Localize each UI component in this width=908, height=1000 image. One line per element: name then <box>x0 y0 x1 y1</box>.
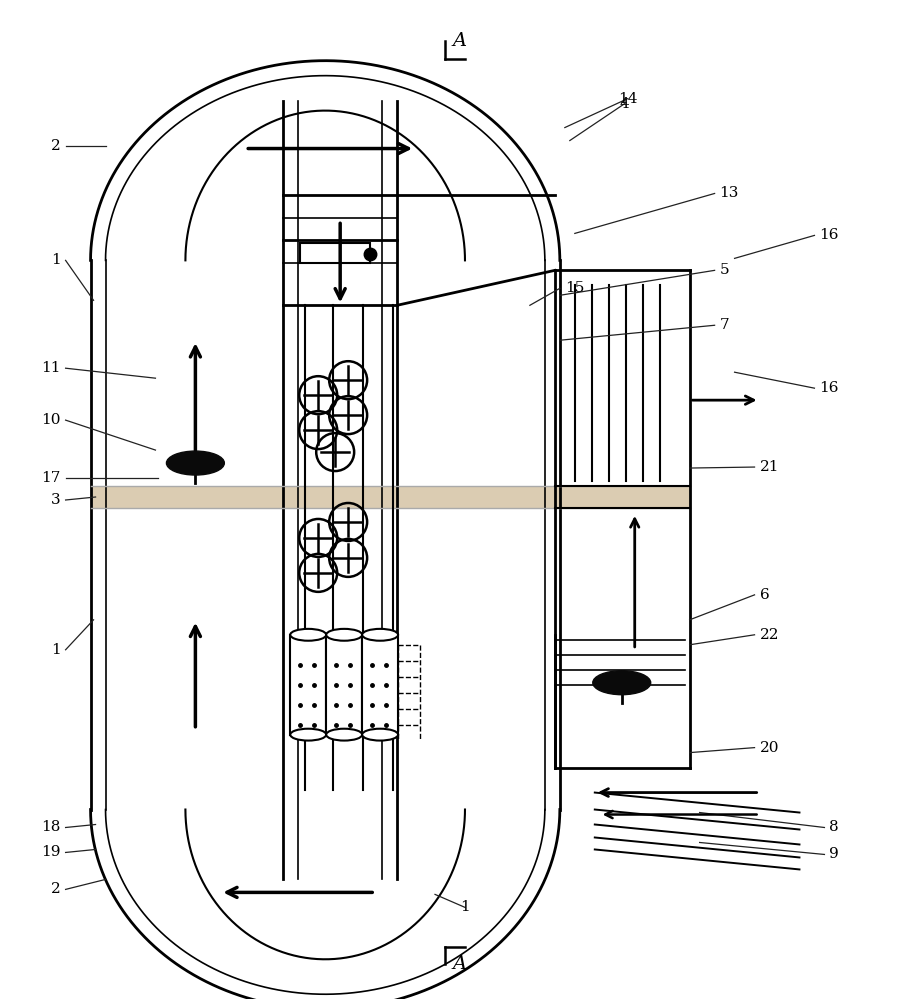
Text: 7: 7 <box>720 318 729 332</box>
Ellipse shape <box>166 451 224 475</box>
Text: 1: 1 <box>51 253 61 267</box>
Text: 4: 4 <box>620 97 629 111</box>
Text: A: A <box>453 955 467 973</box>
Text: 5: 5 <box>720 263 729 277</box>
Text: 18: 18 <box>41 820 61 834</box>
Ellipse shape <box>593 671 651 695</box>
Bar <box>91 486 690 508</box>
Text: 17: 17 <box>41 471 61 485</box>
Bar <box>326 635 362 735</box>
Ellipse shape <box>326 729 362 741</box>
Text: 21: 21 <box>759 460 779 474</box>
Text: 1: 1 <box>460 900 469 914</box>
Bar <box>301 243 370 263</box>
Ellipse shape <box>362 629 398 641</box>
Text: 19: 19 <box>41 845 61 859</box>
Ellipse shape <box>291 729 326 741</box>
Text: 10: 10 <box>41 413 61 427</box>
Ellipse shape <box>362 729 398 741</box>
Text: 16: 16 <box>819 228 839 242</box>
Text: 13: 13 <box>720 186 739 200</box>
Bar <box>291 635 326 735</box>
Ellipse shape <box>291 629 326 641</box>
Text: 9: 9 <box>829 847 839 861</box>
Ellipse shape <box>326 629 362 641</box>
Text: 2: 2 <box>51 882 61 896</box>
Text: 2: 2 <box>51 139 61 153</box>
Text: 16: 16 <box>819 381 839 395</box>
Text: 20: 20 <box>759 741 779 755</box>
Bar <box>362 635 398 735</box>
Text: 3: 3 <box>51 493 61 507</box>
Text: 11: 11 <box>41 361 61 375</box>
Text: 6: 6 <box>759 588 769 602</box>
Text: 8: 8 <box>829 820 839 834</box>
Text: 14: 14 <box>618 92 637 106</box>
Text: 15: 15 <box>565 281 584 295</box>
Text: A: A <box>453 32 467 50</box>
Text: 22: 22 <box>759 628 779 642</box>
Text: 1: 1 <box>51 643 61 657</box>
